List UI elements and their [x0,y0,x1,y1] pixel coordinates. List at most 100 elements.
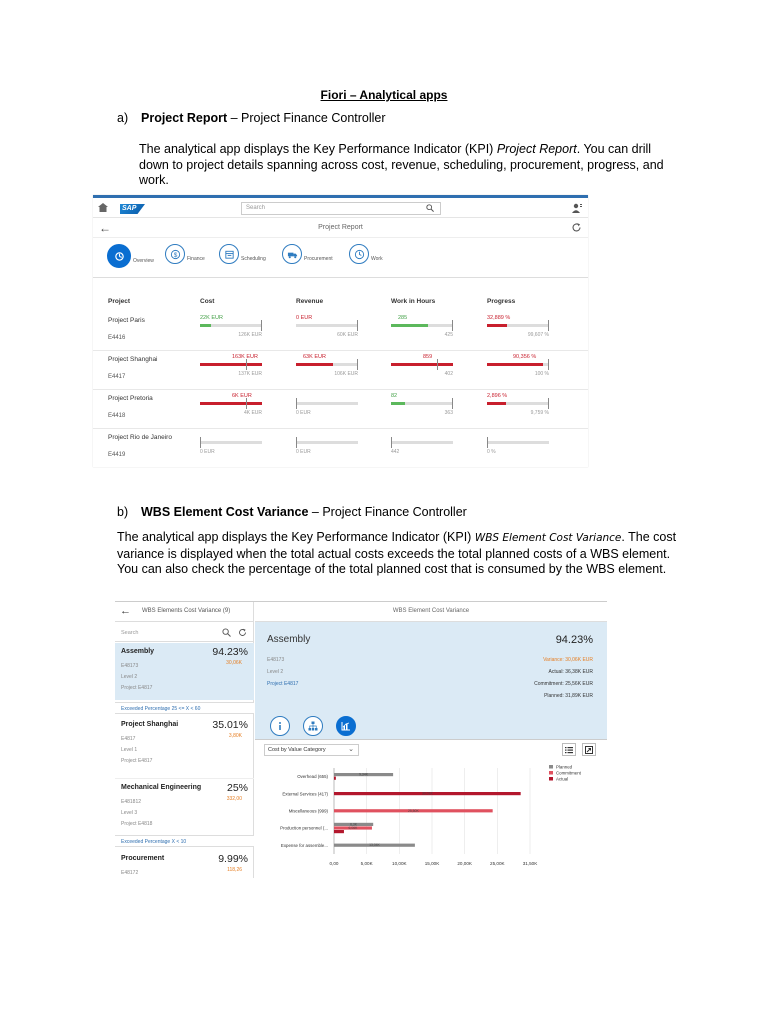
category-label: Miscellaneous (999) [289,809,329,814]
fullscreen-icon[interactable] [582,743,596,756]
progress-bullet-chart: 90,356 % 100 % [487,351,549,390]
cost-target-marker [261,320,262,331]
cost-bar-track [200,398,262,409]
project-id: E4417 [108,374,126,380]
progress-actual-value: 2,896 % [487,393,508,399]
list-item-amount: 118,26 [227,867,242,873]
progress-target-value: 100 % [534,371,549,377]
list-item[interactable]: Mechanical Engineering 25% 332,00 E48181… [115,778,254,834]
list-item-amount: 30,06K [226,660,242,666]
table-row[interactable]: Project Rio de Janeiro E4419 0 EUR 0 EUR 442… [93,429,588,467]
detail-title: WBS Element Cost Variance [392,608,470,614]
search-icon[interactable] [222,628,231,637]
document-title: Fiori – Analytical apps [320,88,448,102]
revenue-bar-track [296,320,358,331]
work-bar-fill [391,324,428,327]
user-icon[interactable] [572,203,582,213]
legend-swatch [549,777,553,781]
revenue-target-marker [296,398,297,409]
master-list: ← WBS Elements Cost Variance (9) Search … [115,602,254,878]
tab-procurement[interactable]: Procurement [282,244,333,264]
tab-scheduling[interactable]: Scheduling [219,244,266,264]
home-icon[interactable] [98,203,108,212]
category-label: External Services (417) [282,791,328,796]
list-item-percent: 35.01% [212,719,248,731]
master-search-input[interactable]: Search [115,624,254,642]
revenue-bar-fill [296,363,333,366]
progress-bar-fill [487,324,507,327]
list-item-level: Level 2 [121,674,138,680]
revenue-bar-track [296,359,358,370]
view-select[interactable]: Cost by Value Category ⌄ [264,744,359,756]
list-item-name: Assembly [121,648,155,655]
x-tick-label: 10,00K [392,861,407,866]
refresh-icon[interactable] [238,628,247,637]
search-icon[interactable] [426,204,434,212]
list-item-project: Project E4818 [121,821,153,827]
section-a-role: – Project Finance Controller [227,111,386,125]
column-header-work: Work in Hours [391,298,436,305]
tab-overview[interactable]: Overview [107,244,154,268]
cost-actual-value: 22K EUR [200,315,223,321]
back-arrow-icon[interactable]: ← [99,221,111,235]
list-item-id: E481812 [121,799,142,805]
column-header-revenue: Revenue [296,298,324,305]
refresh-icon[interactable] [571,222,582,233]
legend-label: Commitment [556,771,582,776]
section-b-para-pre: The analytical app displays the Key Perf… [117,530,475,544]
list-item-level: Level 3 [121,810,138,816]
chart-icon[interactable] [336,716,356,736]
object-name: Assembly [267,634,311,645]
group-header: Exceeded Percentage X < 10 [115,835,254,847]
page-header: ← Project Report [93,218,588,238]
section-b-para-post: . The cost variance is displayed when th… [117,530,677,576]
progress-bar-track [487,398,549,409]
bar-commitment [334,809,493,813]
info-icon[interactable] [270,716,290,736]
cost-target-marker [246,359,247,370]
data-label: 9,34K [359,773,369,777]
tab-finance-label: Finance [187,255,205,262]
wbs-cost-variance-screenshot: ← WBS Elements Cost Variance (9) Search … [115,601,607,878]
back-arrow-icon[interactable]: ← [120,605,131,617]
cost-target-marker [200,437,201,448]
progress-target-marker [548,320,549,331]
work-bullet-chart: 442 [391,429,453,467]
work-bar-fill [391,402,405,405]
table-row[interactable]: Project Paris E4416 22K EUR 126K EUR 0 EUR 60… [93,312,588,351]
list-item[interactable]: Assembly 94.23% 30,06K E48173 Level 2 Pr… [115,643,254,700]
list-item-id: E48172 [121,870,139,876]
section-b-kpi: WBS Element Cost Variance [474,532,622,544]
legend-swatch [549,765,553,769]
work-target-value: 442 [391,449,400,455]
legend-label: Planned [556,765,573,770]
tab-work[interactable]: Work [349,244,383,264]
table-row[interactable]: Project Pretoria E4418 6K EUR 4K EUR 0 EUR 82… [93,390,588,429]
object-project: Project E4817 [267,681,299,687]
cost-target-value: 137K EUR [238,371,262,377]
work-bullet-chart: 82 363 [391,390,453,429]
section-b-heading: b) WBS Element Cost Variance – Project Fi… [117,505,467,520]
list-item[interactable]: Project Shanghai 35.01% 3,80K E4817 Leve… [115,716,254,772]
hierarchy-icon[interactable] [303,716,323,736]
icon-tab-bar [255,710,607,740]
project-name: Project Paris [108,317,145,324]
list-icon[interactable] [562,743,576,756]
work-bullet-chart: 285 425 [391,312,453,351]
clock-icon [349,244,369,264]
dollar-icon: $ [165,244,185,264]
table-row[interactable]: Project Shanghai E4417 163K EUR 137K EUR 63K… [93,351,588,390]
cost-actual-value: 6K EUR [232,393,252,399]
cost-target-value: 126K EUR [238,332,262,338]
tab-finance[interactable]: $ Finance [165,244,205,264]
project-report-screenshot: SAP Search ← Project Report Overview $ F… [93,195,588,467]
cost-bar-fill [200,363,262,366]
work-bar-track [391,398,453,409]
search-input[interactable]: Search [241,202,441,215]
cost-bar-track [200,437,262,448]
tab-scheduling-label: Scheduling [241,255,266,262]
list-item[interactable]: Procurement 9.99% 118,26 E48172 [115,850,254,878]
section-b-role: – Project Finance Controller [308,505,467,519]
category-label: Overhead (655) [297,774,328,779]
revenue-target-marker [357,320,358,331]
